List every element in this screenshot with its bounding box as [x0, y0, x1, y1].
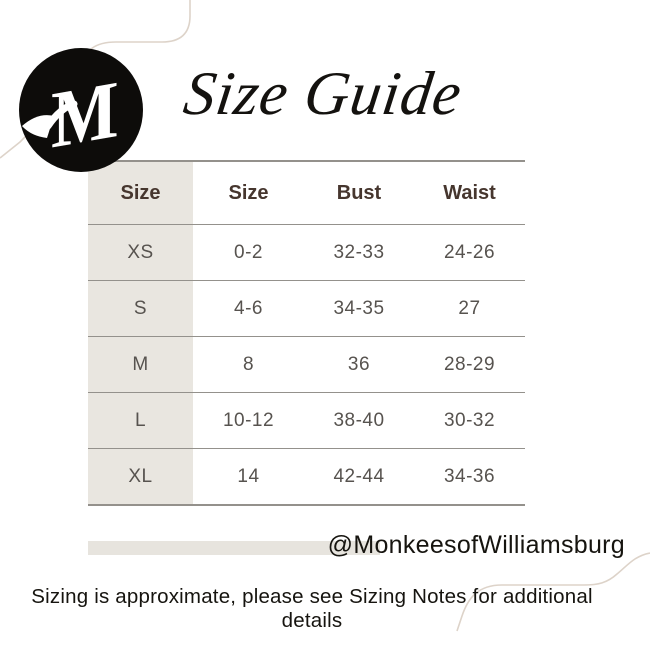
cell-waist: 24-26: [443, 241, 496, 263]
table-row-l: L 10-12 38-40 30-32: [88, 392, 525, 449]
sizing-note: Sizing is approximate, please see Sizing…: [31, 585, 593, 632]
column-header-bust: Bust: [336, 181, 382, 204]
cell-waist: 27: [458, 297, 481, 319]
column-header-size: Size: [228, 181, 269, 204]
cell-bust: 42-44: [333, 465, 385, 487]
cell-size-label: XS: [88, 224, 193, 281]
cell-waist: 30-32: [443, 409, 496, 431]
cell-size-label: XL: [88, 448, 193, 505]
table-header-row: Size Size Bust Waist: [88, 161, 525, 225]
column-header-waist: Waist: [443, 181, 496, 204]
accent-bar: [88, 541, 380, 555]
cell-size: 10-12: [222, 409, 275, 431]
page-title: Size Guide: [179, 60, 467, 128]
table-row-xl: XL 14 42-44 34-36: [88, 448, 525, 505]
cell-waist: 34-36: [443, 465, 496, 487]
cell-size: 4-6: [234, 297, 263, 319]
monkees-logo-icon: M: [19, 48, 143, 172]
cell-size-label: S: [88, 280, 193, 337]
cell-size-label: M: [88, 336, 193, 393]
cell-bust: 36: [347, 353, 371, 375]
cell-size: 14: [237, 465, 260, 487]
instagram-handle: @MonkeesofWilliamsburg: [327, 531, 625, 559]
column-header-size-label: Size: [88, 161, 193, 225]
cell-size: 0-2: [234, 241, 263, 263]
cell-waist: 28-29: [443, 353, 496, 375]
table-row-s: S 4-6 34-35 27: [88, 280, 525, 337]
cell-bust: 34-35: [333, 297, 385, 319]
table-row-xs: XS 0-2 32-33 24-26: [88, 224, 525, 281]
table-row-m: M 8 36 28-29: [88, 336, 525, 393]
cell-size: 8: [242, 353, 255, 375]
corner-curve-bottom-right-icon: [456, 552, 650, 632]
size-table: Size Size Bust Waist XS 0-2 32-33 24-26 …: [88, 160, 525, 506]
cell-bust: 38-40: [333, 409, 385, 431]
cell-bust: 32-33: [333, 241, 385, 263]
cell-size-label: L: [88, 392, 193, 449]
